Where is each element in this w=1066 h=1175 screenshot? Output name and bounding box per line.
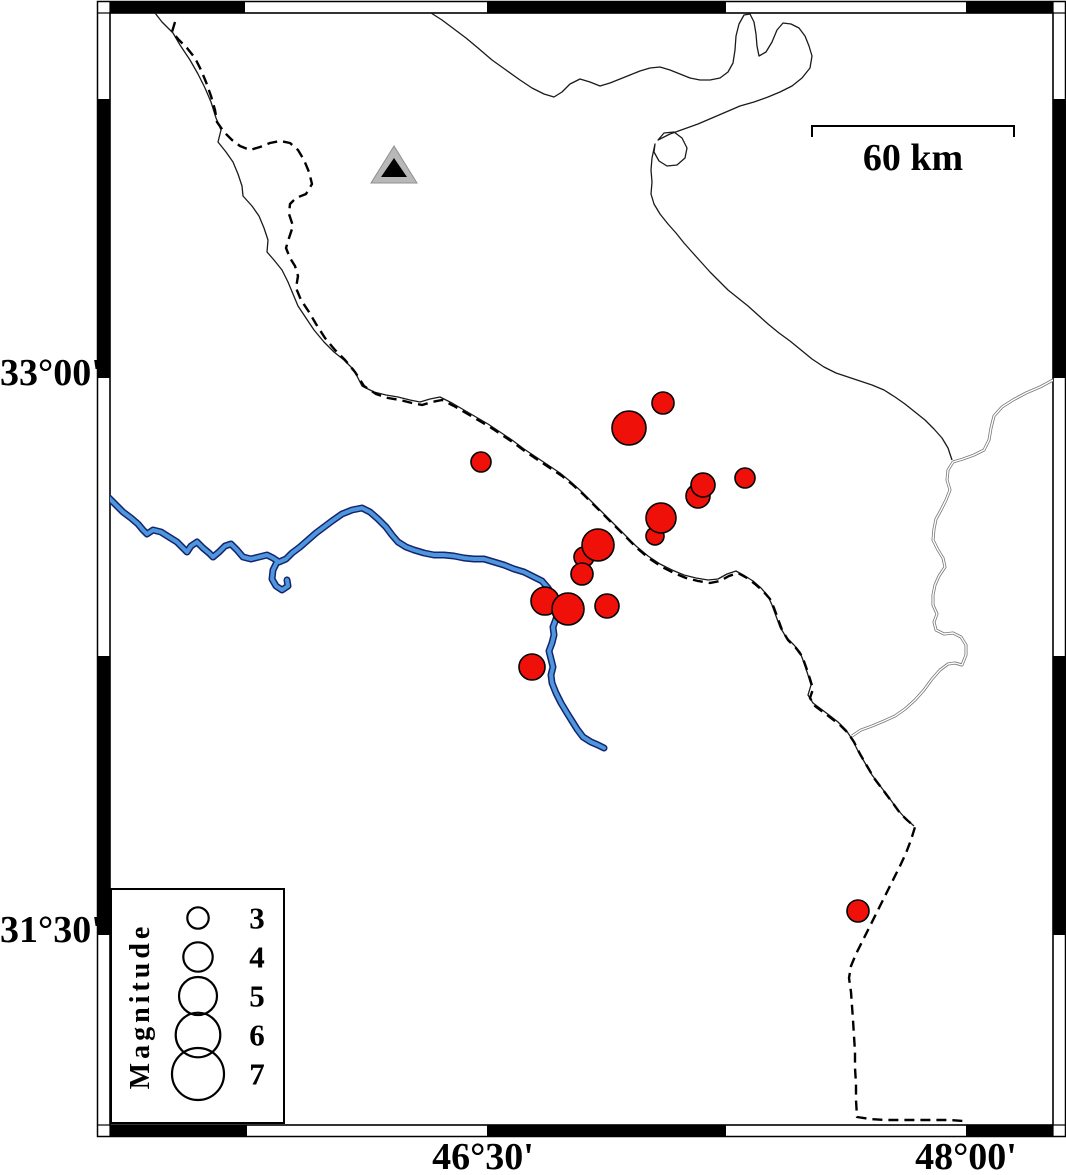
earthquake-marker bbox=[470, 451, 492, 473]
legend-mag-label: 6 bbox=[249, 1018, 265, 1053]
scale-bar bbox=[811, 125, 1015, 137]
lon-tick-label: 48°00' bbox=[915, 1136, 1017, 1175]
scale-bar-label: 60 km bbox=[862, 137, 964, 179]
earthquake-marker bbox=[846, 899, 870, 923]
earthquake-marker bbox=[581, 528, 615, 562]
frame-corner-lines bbox=[97, 1, 1066, 1137]
frame-band-segments bbox=[98, 2, 1065, 1137]
legend-mag-label: 5 bbox=[249, 979, 265, 1014]
legend-circle bbox=[170, 1046, 226, 1102]
legend-circle bbox=[174, 1011, 222, 1059]
border-dashed bbox=[170, 21, 966, 1125]
earthquake-marker bbox=[518, 653, 546, 681]
lat-tick-label: 33°00' bbox=[0, 352, 102, 394]
earthquake-marker bbox=[611, 410, 647, 446]
earthquake-marker bbox=[645, 502, 677, 534]
river-blue bbox=[110, 494, 608, 752]
earthquake-marker bbox=[651, 391, 675, 415]
legend-circle bbox=[177, 975, 219, 1017]
legend-circle bbox=[182, 941, 214, 973]
coastline-northeast bbox=[430, 13, 953, 461]
earthquake-marker bbox=[570, 562, 594, 586]
lat-tick-label: 31°30' bbox=[0, 909, 102, 951]
earthquake-marker bbox=[734, 467, 756, 489]
earthquake-marker bbox=[551, 592, 585, 626]
earthquake-markers bbox=[470, 391, 870, 923]
legend-mag-label: 3 bbox=[249, 901, 265, 936]
frame-inner-border bbox=[109, 12, 1054, 1126]
magnitude-legend: 3 4 5 6 7 bbox=[110, 888, 285, 1124]
legend-mag-label: 4 bbox=[249, 940, 265, 975]
station-triangle-marker bbox=[370, 145, 418, 184]
legend-circle bbox=[186, 906, 210, 930]
triangle-inner bbox=[381, 158, 407, 177]
earthquake-marker bbox=[594, 593, 620, 619]
earthquake-marker bbox=[690, 472, 716, 498]
lon-tick-label: 46°30' bbox=[432, 1136, 534, 1175]
legend-title: Magnitude bbox=[125, 922, 156, 1090]
legend-mag-label: 7 bbox=[249, 1057, 265, 1092]
river-east-line bbox=[851, 378, 1053, 738]
legend-scale-circles: 3 4 5 6 7 bbox=[170, 901, 265, 1102]
